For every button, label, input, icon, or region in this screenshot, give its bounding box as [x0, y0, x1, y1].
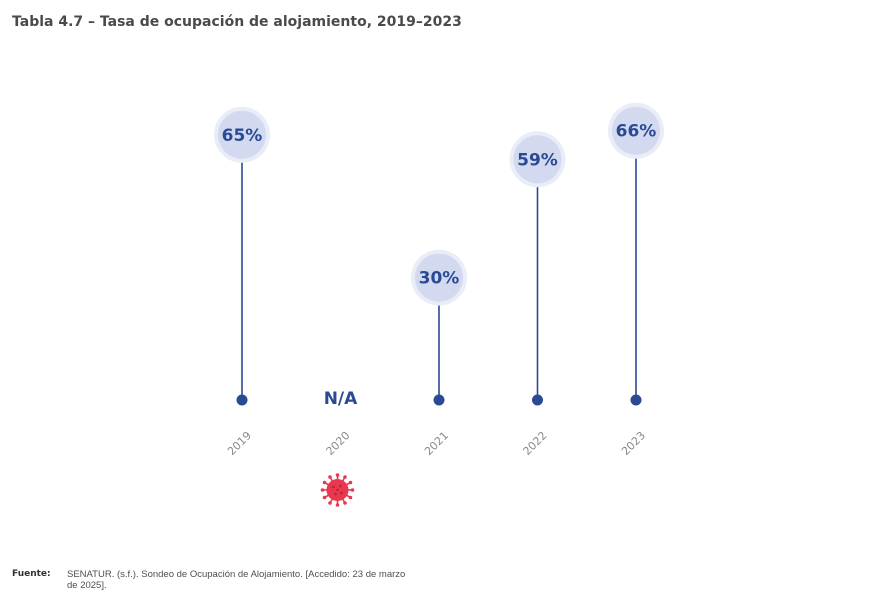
virus-icon [320, 473, 355, 507]
virus-spike-tip [350, 488, 355, 492]
value-label-2023: 66% [616, 122, 657, 142]
value-label-2021: 30% [419, 269, 460, 289]
bubbles: 65% N/A 30% 59% 66% [214, 102, 664, 409]
virus-spike-tip [320, 488, 325, 492]
virus-spike-tip [322, 495, 327, 500]
lollipop-chart: 65% N/A 30% 59% 66% 2019 2020 2021 2022 2023 [125, 102, 770, 507]
tick-label-2021: 2021 [422, 429, 451, 458]
virus-spike-tip [322, 480, 327, 485]
chart-title: Tabla 4.7 – Tasa de ocupación de alojami… [12, 14, 462, 30]
virus-spike-tip [335, 503, 340, 507]
virus-spike-tip [328, 475, 332, 479]
virus-spot [339, 484, 342, 488]
stems [236, 154, 642, 406]
base-dot-2021 [433, 394, 445, 406]
tick-label-2019: 2019 [225, 429, 254, 458]
bubble-2021 [415, 253, 463, 302]
tick-label-2020: 2020 [324, 429, 353, 458]
base-dot-2022 [532, 394, 543, 406]
virus-spike-tip [335, 473, 340, 477]
virus-spot [332, 485, 335, 489]
virus-spike-tip [348, 495, 353, 500]
source-label: Fuente: [12, 569, 51, 579]
bubble-2023 [612, 106, 660, 155]
virus-spot [340, 491, 343, 495]
virus-spike-tip [328, 501, 332, 505]
value-label-2020: N/A [324, 389, 358, 409]
bubble-2019 [218, 110, 266, 159]
base-dot-2019 [236, 394, 248, 406]
virus-spike-tip [348, 480, 353, 485]
virus-spike-tip [343, 501, 347, 505]
virus-spot [334, 492, 337, 496]
tick-label-2023: 2023 [619, 429, 648, 458]
value-label-2022: 59% [517, 150, 558, 170]
value-label-2019: 65% [222, 126, 263, 146]
tick-labels: 2019 2020 2021 2022 2023 [225, 429, 648, 458]
bubble-2022 [513, 135, 562, 184]
virus-spot [336, 488, 339, 492]
virus-spike-tip [343, 475, 347, 479]
source-text: SENATUR. (s.f.). Sondeo de Ocupación de … [67, 569, 406, 591]
tick-label-2022: 2022 [521, 429, 550, 458]
base-dot-2023 [630, 394, 642, 406]
